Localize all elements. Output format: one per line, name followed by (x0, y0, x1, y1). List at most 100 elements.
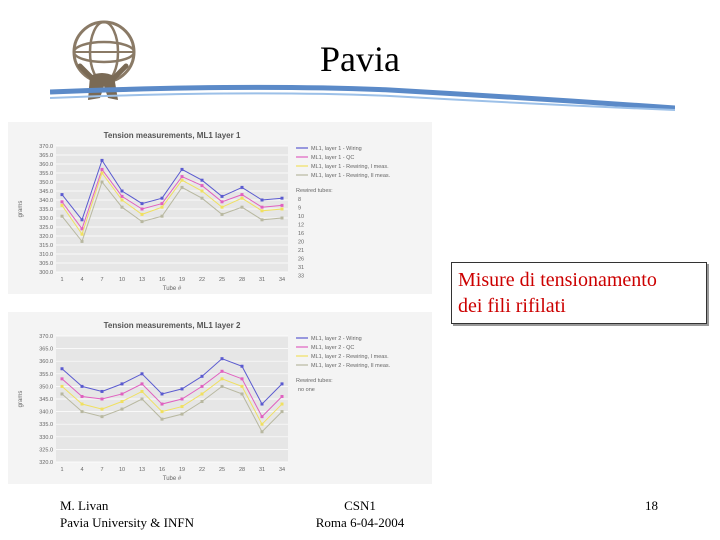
y-tick-label: 340.0 (39, 410, 53, 416)
data-point (240, 193, 244, 197)
data-point (60, 392, 64, 396)
chart-title: Tension measurements, ML1 layer 2 (104, 321, 241, 330)
data-point (260, 402, 264, 406)
data-point (260, 209, 264, 213)
y-axis-label: grams (18, 391, 24, 408)
data-point (200, 189, 204, 193)
data-point (260, 430, 264, 434)
x-tick-label: 1 (60, 277, 63, 283)
data-point (200, 374, 204, 378)
data-point (100, 180, 104, 184)
title-swoosh (50, 84, 675, 111)
data-point (280, 196, 284, 200)
data-point (140, 372, 144, 376)
x-tick-label: 7 (100, 277, 103, 283)
y-tick-label: 335.0 (39, 207, 53, 213)
y-tick-label: 325.0 (39, 225, 53, 231)
y-tick-label: 320.0 (39, 460, 53, 466)
data-point (100, 171, 104, 175)
data-point (80, 384, 84, 388)
rewired-tube: 31 (298, 265, 304, 271)
x-tick-label: 10 (119, 277, 125, 283)
x-tick-label: 4 (80, 277, 83, 283)
data-point (220, 384, 224, 388)
x-tick-label: 19 (179, 277, 185, 283)
chart-title: Tension measurements, ML1 layer 1 (104, 131, 241, 140)
y-tick-label: 365.0 (39, 153, 53, 159)
footer-author: M. Livan (60, 498, 109, 513)
data-point (200, 196, 204, 200)
data-point (180, 397, 184, 401)
data-point (280, 410, 284, 414)
data-point (60, 193, 64, 197)
callout-line-1: Misure di tensionamento (458, 269, 657, 291)
y-tick-label: 310.0 (39, 252, 53, 258)
footer-left: M. Livan Pavia University & INFN (60, 497, 194, 531)
data-point (120, 198, 124, 202)
legend-entry: ML1, layer 2 - Rewiring, I meas. (311, 354, 389, 360)
data-point (280, 203, 284, 207)
data-point (180, 167, 184, 171)
x-axis-label: Tube # (163, 476, 182, 482)
data-point (100, 389, 104, 393)
data-point (220, 200, 224, 204)
y-tick-label: 300.0 (39, 270, 53, 276)
data-point (260, 422, 264, 426)
data-point (160, 202, 164, 206)
x-tick-label: 28 (239, 277, 245, 283)
atlas-logo (72, 20, 136, 100)
chart-layer2: Tension measurements, ML1 layer 2 320.0 32… (18, 321, 391, 482)
y-tick-label: 365.0 (39, 347, 53, 353)
data-point (80, 227, 84, 231)
data-point (120, 205, 124, 209)
data-point (160, 205, 164, 209)
data-point (220, 212, 224, 216)
data-point (160, 392, 164, 396)
data-point (160, 214, 164, 218)
y-tick-label: 320.0 (39, 234, 53, 240)
data-point (260, 198, 264, 202)
data-point (260, 218, 264, 222)
series-line (61, 385, 283, 433)
callout-box: Misure di tensionamento dei fili rifilat… (451, 262, 707, 324)
data-point (180, 175, 184, 179)
data-point (80, 239, 84, 243)
data-point (240, 205, 244, 209)
data-point (200, 184, 204, 188)
data-point (280, 382, 284, 386)
x-tick-label: 16 (159, 467, 165, 473)
data-point (240, 196, 244, 200)
y-tick-label: 340.0 (39, 198, 53, 204)
data-point (80, 218, 84, 222)
x-tick-label: 16 (159, 277, 165, 283)
data-point (120, 400, 124, 404)
data-point (220, 369, 224, 373)
data-point (140, 207, 144, 211)
rewired-tube: 10 (298, 214, 304, 220)
data-point (60, 384, 64, 388)
data-point (220, 377, 224, 381)
y-tick-label: 370.0 (39, 144, 53, 150)
y-tick-label: 345.0 (39, 189, 53, 195)
chart-panel-layer1: Tension measurements, ML1 layer 1 300.0 30… (8, 122, 432, 294)
rewired-tube: no one (298, 387, 315, 393)
footer-place-date: Roma 6-04-2004 (315, 515, 405, 530)
legend-entry: ML1, layer 1 - QC (311, 155, 354, 161)
data-point (140, 212, 144, 216)
x-tick-label: 34 (279, 467, 285, 473)
series-line (61, 358, 283, 405)
rewired-tube: 33 (298, 274, 304, 280)
slide-title: Pavia (320, 39, 400, 79)
page-number: 18 (645, 498, 658, 513)
data-point (140, 389, 144, 393)
x-tick-label: 1 (60, 467, 63, 473)
footer-event: CSN1 (344, 498, 376, 513)
data-point (260, 205, 264, 209)
data-point (220, 357, 224, 361)
data-point (60, 203, 64, 207)
x-tick-label: 22 (199, 467, 205, 473)
x-tick-label: 25 (219, 467, 225, 473)
x-tick-label: 34 (279, 277, 285, 283)
legend-entry: ML1, layer 1 - Rewiring, II meas. (311, 173, 391, 179)
x-tick-label: 19 (179, 467, 185, 473)
